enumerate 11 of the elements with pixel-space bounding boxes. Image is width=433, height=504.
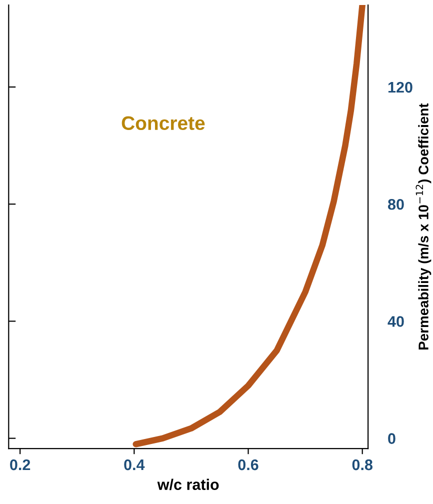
annotation: Concrete	[122, 116, 205, 130]
x-tick-label: 0.4	[124, 459, 145, 470]
x-tick-label: 0.8	[352, 459, 372, 470]
y-tick-label: 80	[388, 198, 404, 210]
y-tick-label: 120	[388, 82, 412, 93]
y-axis-title: Permeability (m/s x 10$^{−12}$) Coefficient	[416, 103, 432, 350]
y-tick-label: 0	[388, 433, 396, 444]
x-axis-title: w/c ratio	[157, 478, 219, 490]
y-tick-label: 40	[388, 316, 404, 327]
x-tick-label: 0.6	[238, 459, 258, 470]
x-tick-label: 0.2	[10, 459, 30, 470]
